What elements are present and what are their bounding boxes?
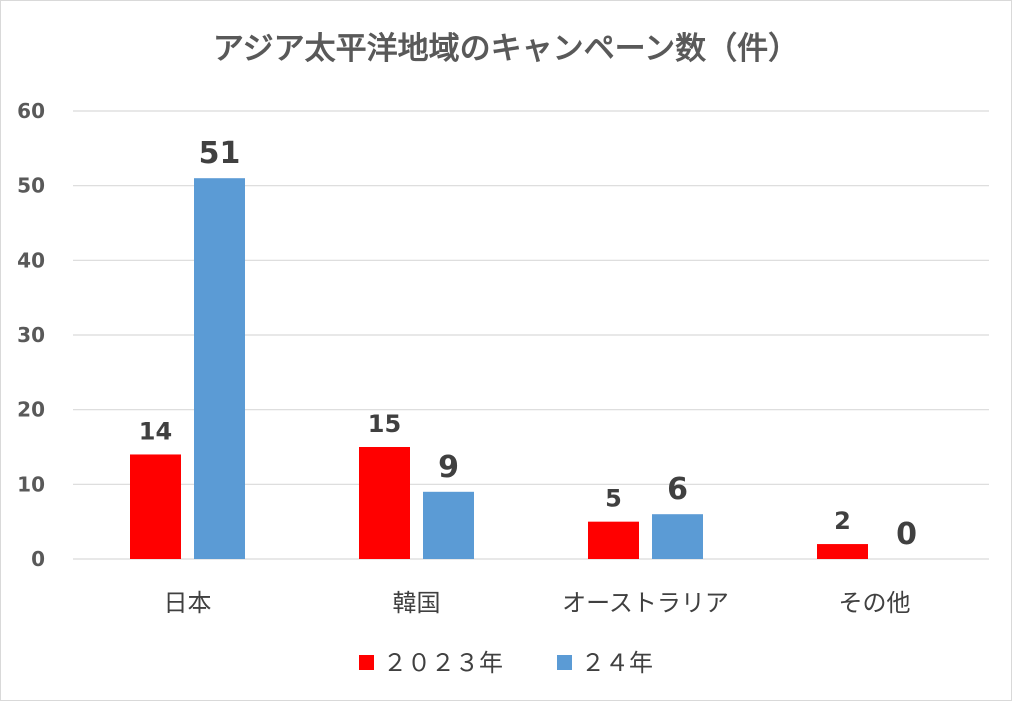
y-tick-label: 50 [17, 174, 45, 198]
bar [423, 491, 474, 559]
data-label: 9 [438, 450, 459, 485]
y-tick-label: 20 [17, 398, 45, 422]
x-tick-label: オーストラリア [562, 589, 729, 617]
legend-swatch [557, 655, 572, 670]
y-tick-label: 30 [17, 323, 45, 347]
legend-label: ２４年 [581, 649, 653, 677]
legend-swatch [359, 655, 374, 670]
y-tick-label: 60 [17, 99, 45, 123]
bar [652, 514, 703, 559]
data-label: 0 [896, 517, 917, 552]
y-tick-label: 40 [17, 248, 45, 272]
bar [817, 544, 868, 559]
data-label: 6 [667, 472, 688, 507]
bars [130, 178, 868, 559]
data-label: 2 [834, 507, 851, 535]
bar [194, 178, 245, 559]
bar [588, 521, 639, 559]
y-tick-label: 10 [17, 472, 45, 496]
y-axis-tick-labels: 0 10 20 30 40 50 60 [17, 99, 45, 571]
bar [130, 454, 181, 559]
legend-label: ２０２３年 [383, 649, 503, 677]
x-axis-tick-labels: 日本 韓国 オーストラリア その他 [164, 589, 911, 617]
legend: ２０２３年 ２４年 [359, 649, 653, 677]
x-tick-label: その他 [839, 589, 911, 617]
x-tick-label: 韓国 [393, 589, 441, 617]
bar [359, 447, 410, 559]
data-label: 51 [199, 136, 241, 171]
data-label: 15 [368, 410, 401, 438]
chart-title: アジア太平洋地域のキャンペーン数（件） [213, 31, 799, 67]
data-label: 14 [139, 417, 172, 445]
y-tick-label: 0 [31, 547, 45, 571]
data-labels: 14 51 15 9 5 6 2 0 [139, 136, 917, 552]
data-label: 5 [605, 485, 622, 513]
x-tick-label: 日本 [164, 589, 212, 617]
